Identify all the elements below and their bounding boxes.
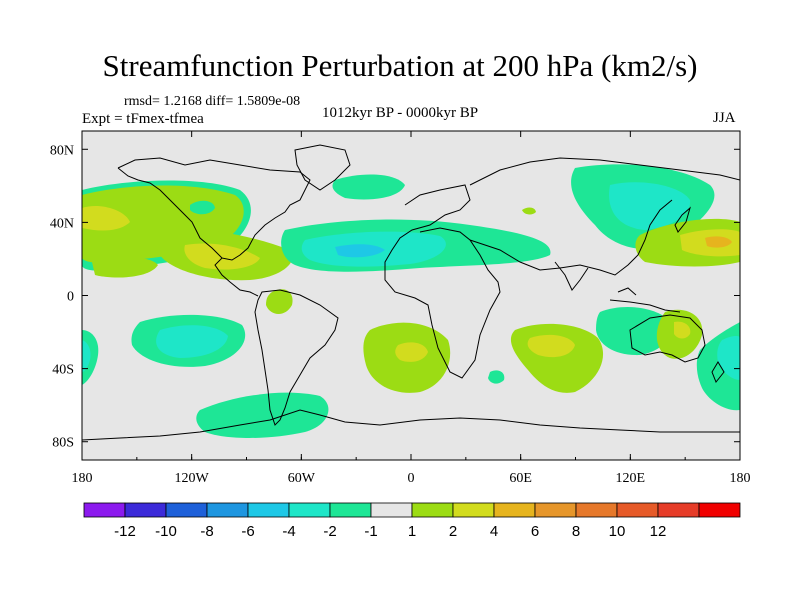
lat-tick-label: 40S <box>52 363 74 378</box>
colorbar-swatch <box>616 502 659 518</box>
colorbar-label: 1 <box>408 523 416 540</box>
coast-antarctica <box>82 409 740 441</box>
colorbar-swatch <box>493 502 536 518</box>
colorbar-swatch <box>329 502 372 518</box>
colorbar-swatch <box>247 502 290 518</box>
colorbar-swatch <box>575 502 618 518</box>
coast-asia <box>469 157 740 276</box>
plot-title: Streamfunction Perturbation at 200 hPa (… <box>102 48 698 83</box>
anomaly-australia-core <box>674 321 691 339</box>
colorbar: -12 -10 -8 -6 -4 -2 -1 1 2 4 6 8 10 12 <box>83 502 741 540</box>
colorbar-swatch <box>124 502 167 518</box>
anomaly-hawaii-band <box>92 257 158 278</box>
anomaly-south-pacific <box>156 325 228 358</box>
colorbar-label: 12 <box>650 523 667 540</box>
colorbar-label: -12 <box>114 523 136 540</box>
longitude-axis: 180 120W 60W 0 60E 120E 180 <box>72 131 751 486</box>
colorbar-label: -8 <box>200 523 213 540</box>
anomaly-arctic-band <box>332 174 405 200</box>
coast-indonesia <box>609 287 681 313</box>
anomaly-north-atlantic-core <box>335 244 385 258</box>
coast-south-america <box>254 289 339 426</box>
colorbar-swatch <box>698 502 741 518</box>
colorbar-label: 8 <box>572 523 580 540</box>
lon-tick-label: 120W <box>175 471 210 486</box>
lat-tick-label: 0 <box>67 290 74 305</box>
colorbar-swatch <box>534 502 577 518</box>
lon-tick-label: 180 <box>730 471 751 486</box>
anomaly-field <box>82 164 740 438</box>
anomaly-west-south <box>82 340 91 372</box>
colorbar-swatch <box>452 502 495 518</box>
colorbar-label: 6 <box>531 523 539 540</box>
colorbar-label: -4 <box>282 523 295 540</box>
colorbar-label: 4 <box>490 523 498 540</box>
colorbar-swatch <box>206 502 249 518</box>
colorbar-swatch <box>411 502 454 518</box>
anomaly-australia-band <box>596 307 671 356</box>
colorbar-swatch <box>657 502 700 518</box>
anomaly-south-atlantic-core <box>395 342 428 362</box>
lon-tick-label: 0 <box>408 471 415 486</box>
coast-new-zealand <box>711 361 725 383</box>
period-label: 1012kyr BP - 0000kyr BP <box>322 105 479 121</box>
coast-europe-africa <box>384 184 501 379</box>
lat-tick-label: 40N <box>50 216 74 231</box>
coast-north-america <box>117 157 311 297</box>
coast-india <box>554 261 589 291</box>
colorbar-swatch <box>83 502 126 518</box>
season-label: JJA <box>713 110 736 126</box>
lon-tick-label: 60E <box>509 471 532 486</box>
experiment-label: Expt = tFmex-tfmea <box>82 111 204 127</box>
anomaly-pacific-midlat <box>82 205 130 231</box>
colorbar-swatch <box>288 502 331 518</box>
anomaly-small-pacific-blob <box>190 200 215 215</box>
lon-tick-label: 60W <box>288 471 316 486</box>
lon-tick-label: 120E <box>616 471 646 486</box>
colorbar-swatch <box>370 502 413 518</box>
latitude-axis: 80N 40N 0 40S 80S <box>50 143 740 451</box>
coastlines <box>82 144 740 441</box>
colorbar-label: 2 <box>449 523 457 540</box>
coast-greenland <box>294 144 351 191</box>
lon-tick-label: 180 <box>72 471 93 486</box>
colorbar-label: -1 <box>364 523 377 540</box>
anomaly-indian-core <box>527 334 575 358</box>
lat-tick-label: 80N <box>50 143 74 158</box>
anomaly-peru-band <box>266 289 293 315</box>
colorbar-label: -10 <box>155 523 177 540</box>
stats-text: rmsd= 1.2168 diff= 1.5809e-08 <box>124 94 301 109</box>
colorbar-label: -6 <box>241 523 254 540</box>
colorbar-swatch <box>165 502 208 518</box>
coast-australia <box>629 314 706 363</box>
anomaly-south-indian-small <box>488 370 505 384</box>
lat-tick-label: 80S <box>52 436 74 451</box>
anomaly-west-pacific-max <box>705 236 732 248</box>
colorbar-label: 10 <box>609 523 626 540</box>
colorbar-label: -2 <box>323 523 336 540</box>
coast-japan <box>674 206 691 233</box>
anomaly-small-atlantic-blob <box>522 207 536 215</box>
anomaly-east-pacific-core <box>184 243 260 270</box>
anomaly-asia <box>609 182 691 230</box>
